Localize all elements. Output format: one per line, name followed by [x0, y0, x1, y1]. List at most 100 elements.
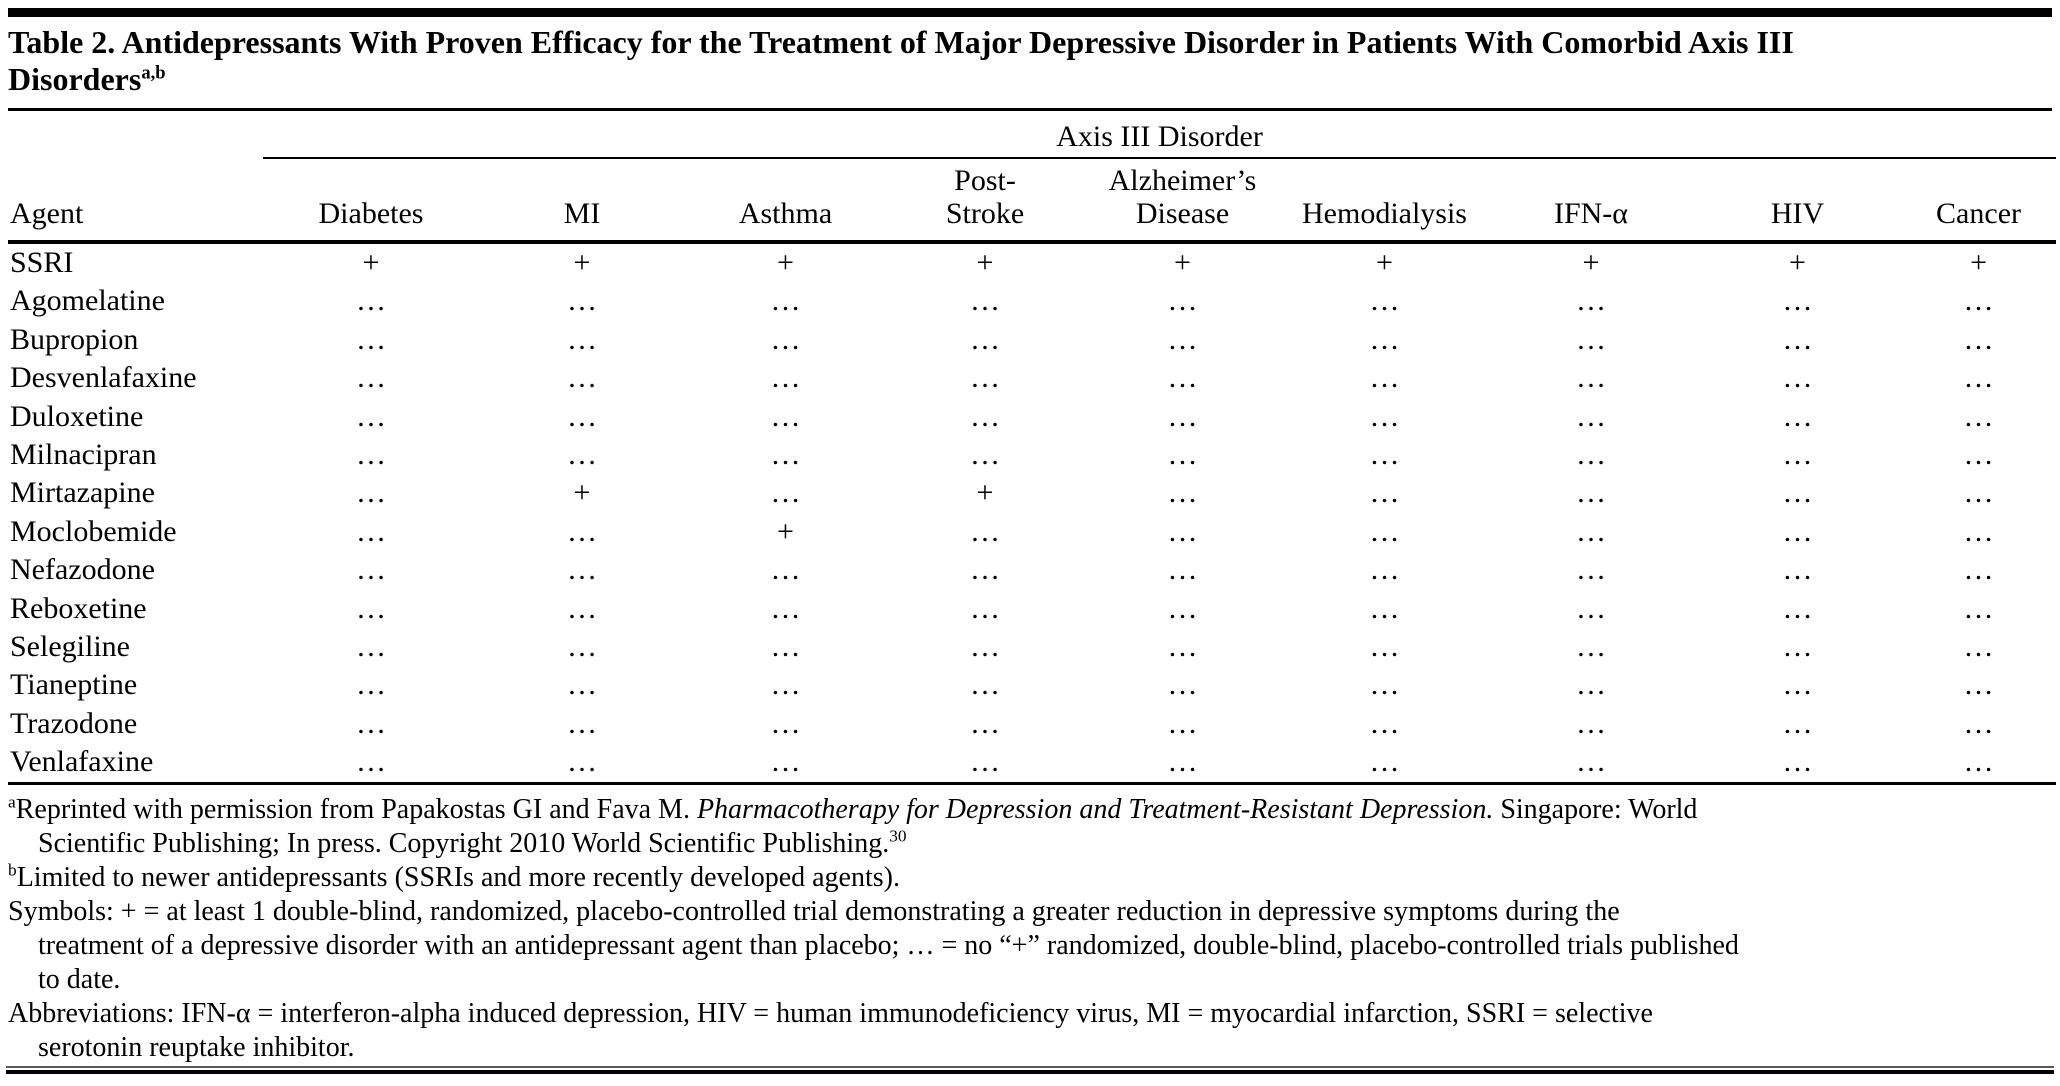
efficacy-cell: … [770, 668, 801, 702]
bottom-rule-thin-line [6, 1066, 2054, 1068]
efficacy-cell: … [1488, 743, 1694, 785]
footnote-text: Limited to newer antidepressants (SSRIs … [16, 861, 900, 893]
efficacy-cell: … [1576, 514, 1606, 548]
column-header-3: Asthma [685, 157, 886, 244]
efficacy-cell: … [1167, 399, 1198, 433]
efficacy-cell: … [356, 706, 386, 740]
group-header: Axis III Disorder [263, 110, 2057, 159]
efficacy-cell: … [685, 743, 886, 785]
efficacy-cell: … [1576, 476, 1606, 510]
efficacy-cell: … [970, 437, 1000, 471]
column-header-9: Cancer [1901, 157, 2057, 244]
agent-cell: Reboxetine [10, 591, 147, 625]
footnote-text: serotonin reuptake inhibitor. [38, 1031, 355, 1063]
efficacy-cell: … [886, 743, 1084, 785]
efficacy-cell: … [1369, 437, 1400, 471]
column-header-8: HIV [1694, 157, 1901, 244]
table-title-footnote-marker: a,b [141, 62, 166, 84]
efficacy-cell: … [1576, 399, 1606, 433]
efficacy-cell: … [567, 514, 597, 548]
efficacy-cell: + [777, 514, 794, 548]
column-header-4: Post- Stroke [886, 157, 1084, 244]
agent-cell: Agomelatine [10, 284, 165, 318]
efficacy-cell: … [1782, 553, 1813, 587]
bottom-rule-gap [6, 1068, 2054, 1070]
efficacy-cell: … [970, 514, 1000, 548]
efficacy-cell: … [1963, 553, 1994, 587]
footnote-text: Symbols: + = at least 1 double-blind, ra… [8, 895, 1620, 927]
efficacy-cell: … [356, 629, 386, 663]
efficacy-cell: … [970, 399, 1000, 433]
efficacy-cell: … [1782, 361, 1813, 395]
efficacy-cell: … [356, 361, 386, 395]
efficacy-cell: … [1369, 322, 1400, 356]
efficacy-cell: … [1576, 437, 1606, 471]
efficacy-cell: + [1970, 245, 1987, 279]
column-header-2: MI [479, 157, 685, 244]
efficacy-cell: … [1963, 591, 1994, 625]
agent-cell: SSRI [10, 245, 74, 279]
efficacy-cell: … [567, 437, 597, 471]
footnote-text: Abbreviations: IFN-α = interferon-alpha … [8, 997, 1653, 1029]
footnote-text: Reprinted with permission from Papakosta… [15, 793, 697, 825]
agent-cell: Venlafaxine [8, 743, 263, 785]
efficacy-cell: … [1576, 322, 1606, 356]
efficacy-cell: … [356, 514, 386, 548]
agent-cell: Mirtazapine [10, 476, 155, 510]
footnote-line: serotonin reuptake inhibitor. [8, 1031, 2052, 1065]
efficacy-cell: … [1782, 629, 1813, 663]
efficacy-cell: … [1167, 284, 1198, 318]
efficacy-cell: … [567, 322, 597, 356]
efficacy-cell: … [770, 553, 801, 587]
efficacy-cell: … [1576, 668, 1606, 702]
efficacy-cell: … [970, 361, 1000, 395]
efficacy-cell: … [263, 743, 479, 785]
agent-cell: Nefazodone [10, 553, 155, 587]
footnote-text: Singapore: World [1493, 793, 1698, 825]
footnote-line: Abbreviations: IFN-α = interferon-alpha … [8, 997, 2052, 1031]
efficacy-cell: … [356, 476, 386, 510]
footnote-superscript: b [8, 860, 17, 880]
efficacy-cell: … [770, 322, 801, 356]
efficacy-cell: … [1369, 668, 1400, 702]
table-row: Duloxetine……………………… [8, 398, 2056, 436]
efficacy-cell: … [770, 629, 801, 663]
efficacy-cell: … [1576, 629, 1606, 663]
efficacy-cell: + [1789, 245, 1806, 279]
table-row: Nefazodone……………………… [8, 551, 2056, 589]
efficacy-cell: … [356, 399, 386, 433]
efficacy-cell: … [356, 322, 386, 356]
footnote-line: bLimited to newer antidepressants (SSRIs… [8, 861, 2052, 895]
efficacy-cell: … [770, 476, 801, 510]
efficacy-cell: … [567, 706, 597, 740]
efficacy-cell: … [356, 668, 386, 702]
table-row: Moclobemide…… +……………… [8, 513, 2056, 551]
efficacy-cell: … [567, 553, 597, 587]
efficacy-cell: … [1782, 591, 1813, 625]
efficacy-cell: … [1782, 322, 1813, 356]
footnote-superscript: 30 [889, 826, 907, 846]
efficacy-cell: … [1167, 629, 1198, 663]
efficacy-cell: … [1576, 553, 1606, 587]
table-row: Mirtazapine… +… +…………… [8, 474, 2056, 512]
efficacy-cell: … [1963, 706, 1994, 740]
bottom-rule [6, 1066, 2054, 1074]
efficacy-cell: + [573, 245, 591, 279]
efficacy-cell: … [567, 361, 597, 395]
efficacy-cell: … [770, 437, 801, 471]
agent-cell: Moclobemide [10, 514, 177, 548]
footnote-line: Scientific Publishing; In press. Copyrig… [8, 827, 2052, 861]
footnote-line: aReprinted with permission from Papakost… [8, 793, 2052, 827]
table-row: Reboxetine……………………… [8, 590, 2056, 628]
efficacy-cell: … [970, 629, 1000, 663]
efficacy-cell: … [1369, 629, 1400, 663]
efficacy-cell: … [1167, 322, 1198, 356]
efficacy-cell: … [970, 591, 1000, 625]
efficacy-cell: … [1963, 514, 1994, 548]
column-header-6: Hemodialysis [1281, 157, 1488, 244]
column-header-5: Alzheimer’s Disease [1084, 157, 1281, 244]
top-rule [8, 8, 2052, 17]
efficacy-cell: … [1782, 706, 1813, 740]
efficacy-cell: … [1369, 706, 1400, 740]
